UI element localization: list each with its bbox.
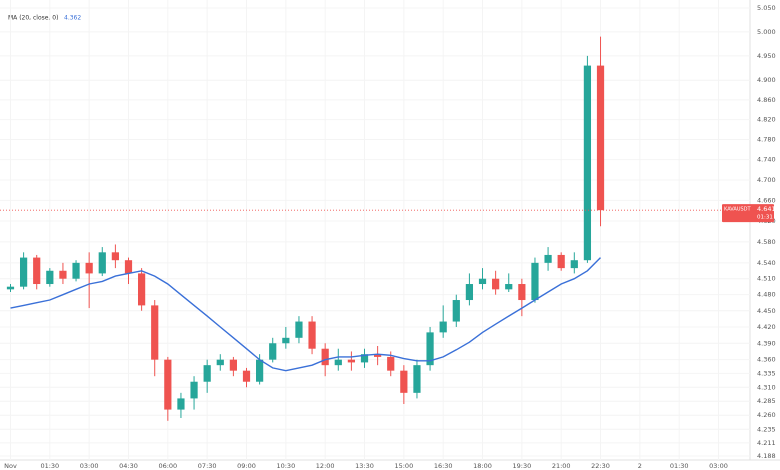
candle-body <box>98 252 106 274</box>
candle-body <box>374 354 382 357</box>
y-tick-label: 4.700 <box>757 176 776 184</box>
x-tick-label: 04:30 <box>119 462 138 470</box>
candle-body <box>505 284 513 290</box>
y-tick-label: 4.335 <box>757 369 776 377</box>
y-tick-label: 4.820 <box>757 116 776 124</box>
x-tick-label: 22:30 <box>591 462 610 470</box>
candle-body <box>478 278 487 285</box>
candle-body <box>138 273 146 306</box>
candle-body <box>413 365 421 393</box>
y-tick-label: 4.260 <box>757 411 776 419</box>
candle-body <box>190 381 198 399</box>
y-tick-label: 4.360 <box>757 356 776 364</box>
y-tick-label: 4.211 <box>757 439 776 447</box>
y-tick-label: 4.900 <box>757 76 776 84</box>
candle-body <box>387 356 395 371</box>
x-tick-label: 15:00 <box>394 462 413 470</box>
candle-body <box>439 321 447 333</box>
candle-body <box>452 300 460 322</box>
x-tick-label: 06:00 <box>158 462 177 470</box>
candle-body <box>85 262 93 274</box>
x-tick-label: 03:00 <box>709 462 728 470</box>
candle-body <box>596 65 605 211</box>
candle-body <box>347 359 356 363</box>
candle-body <box>6 286 15 290</box>
candle-body <box>111 252 119 261</box>
candle-body <box>308 321 316 349</box>
candle-body <box>400 370 408 393</box>
last-price-countdown: 01:31 <box>757 215 773 221</box>
candle-body <box>242 370 251 382</box>
candle-body <box>321 348 329 366</box>
y-tick-label: 4.780 <box>757 136 776 144</box>
y-tick-label: 5.050 <box>757 4 776 12</box>
candle-body <box>531 262 539 301</box>
candle-body <box>177 398 185 410</box>
x-tick-label: 12:00 <box>316 462 335 470</box>
x-tick-label: 01:30 <box>40 462 59 470</box>
candle-body <box>492 278 500 290</box>
x-tick-label: 19:30 <box>512 462 531 470</box>
y-tick-label: 4.390 <box>757 339 776 347</box>
y-tick-label: 4.420 <box>757 323 776 331</box>
candle-body <box>465 284 474 301</box>
candle-body <box>216 359 224 366</box>
candle-body <box>59 270 67 279</box>
candle-body <box>557 254 565 269</box>
y-tick-label: 4.740 <box>757 156 776 164</box>
last-price-value: 4.641 <box>757 205 776 213</box>
y-tick-label: 4.510 <box>757 275 776 283</box>
x-tick-label: 07:30 <box>198 462 217 470</box>
ma-line <box>10 257 601 372</box>
candle-body <box>203 365 211 382</box>
candle-body <box>46 270 54 285</box>
x-tick-label: 18:00 <box>473 462 492 470</box>
candle-body <box>256 359 264 382</box>
candle-body <box>426 332 434 366</box>
candle-body <box>544 254 552 263</box>
y-tick-label: 4.450 <box>757 307 776 315</box>
candle-body <box>124 260 133 274</box>
candle-body <box>360 354 369 363</box>
y-tick-label: 4.285 <box>757 397 776 405</box>
y-tick-label: 4.950 <box>757 52 776 60</box>
y-tick-label: 4.660 <box>757 196 776 204</box>
candle-body <box>19 257 28 287</box>
y-tick-label: 5.000 <box>757 28 776 36</box>
candle-body <box>164 359 172 410</box>
candle-body <box>229 359 237 371</box>
candle-body <box>570 260 578 269</box>
y-tick-label: 4.480 <box>757 291 776 299</box>
last-price-box <box>722 204 774 223</box>
candle-body <box>72 262 80 279</box>
x-tick-label: 2 <box>638 462 642 470</box>
candle-body <box>151 305 159 360</box>
candle-body <box>334 359 342 366</box>
x-tick-label: 01:30 <box>670 462 689 470</box>
last-price-symbol: KAVAUSDT <box>724 207 751 213</box>
x-tick-label: Nov <box>4 462 17 470</box>
y-tick-label: 4.860 <box>757 96 776 104</box>
candle-body <box>295 321 303 338</box>
candle-body <box>583 65 592 261</box>
x-tick-label: 03:00 <box>80 462 99 470</box>
y-tick-label: 4.540 <box>757 259 776 267</box>
y-tick-label: 4.188 <box>757 452 776 460</box>
candle-body <box>518 284 526 301</box>
ma-legend-value: 4.362 <box>64 15 81 22</box>
candle-body <box>269 343 277 360</box>
y-tick-label: 4.580 <box>757 238 776 246</box>
x-tick-label: 21:00 <box>552 462 571 470</box>
x-tick-label: 10:30 <box>276 462 295 470</box>
x-tick-label: 16:30 <box>434 462 453 470</box>
x-tick-label: 13:30 <box>355 462 374 470</box>
x-tick-label: 09:00 <box>237 462 256 470</box>
y-tick-label: 4.310 <box>757 383 776 391</box>
candle-body <box>282 337 290 344</box>
candle-body <box>33 257 41 285</box>
y-tick-label: 4.235 <box>757 425 776 433</box>
ma-legend-name: MA (20, close, 0) <box>8 15 58 22</box>
